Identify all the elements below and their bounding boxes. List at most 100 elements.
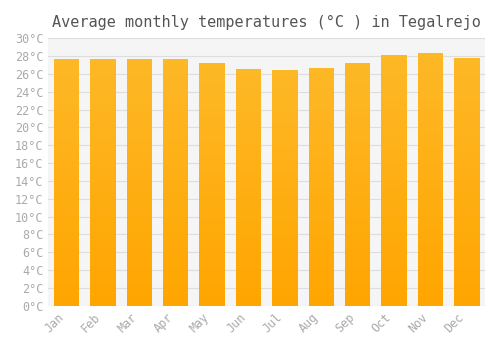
Bar: [454, 241, 479, 246]
Bar: [163, 261, 188, 266]
Bar: [345, 155, 370, 160]
Bar: [382, 246, 407, 251]
Bar: [345, 165, 370, 170]
Bar: [236, 244, 261, 249]
Bar: [54, 93, 80, 98]
Bar: [200, 88, 225, 92]
Bar: [126, 212, 152, 217]
Bar: [90, 197, 116, 202]
Bar: [418, 53, 443, 58]
Bar: [272, 127, 297, 132]
Bar: [454, 83, 479, 88]
Bar: [272, 235, 297, 240]
Bar: [163, 197, 188, 202]
Bar: [200, 165, 225, 170]
Bar: [200, 112, 225, 117]
Bar: [163, 257, 188, 261]
Bar: [54, 64, 80, 69]
Bar: [272, 212, 297, 216]
Bar: [418, 256, 443, 260]
Bar: [418, 180, 443, 184]
Bar: [200, 281, 225, 286]
Bar: [382, 100, 407, 105]
Bar: [418, 271, 443, 275]
Bar: [308, 158, 334, 163]
Bar: [200, 233, 225, 238]
Bar: [163, 88, 188, 93]
Bar: [126, 59, 152, 64]
Bar: [454, 92, 479, 97]
Bar: [54, 167, 80, 172]
Bar: [382, 211, 407, 216]
Bar: [345, 92, 370, 97]
Bar: [345, 160, 370, 165]
Bar: [90, 192, 116, 197]
Bar: [54, 148, 80, 153]
Bar: [308, 273, 334, 277]
Bar: [345, 194, 370, 199]
Bar: [126, 162, 152, 167]
Bar: [90, 78, 116, 83]
Bar: [54, 172, 80, 177]
Bar: [236, 193, 261, 197]
Bar: [163, 138, 188, 143]
Bar: [454, 177, 479, 182]
Bar: [126, 301, 152, 306]
Bar: [382, 55, 407, 60]
Bar: [236, 230, 261, 235]
Bar: [272, 296, 297, 301]
Bar: [418, 215, 443, 220]
Bar: [200, 296, 225, 301]
Bar: [272, 301, 297, 306]
Bar: [308, 301, 334, 306]
Bar: [382, 90, 407, 95]
Bar: [272, 108, 297, 113]
Bar: [272, 70, 297, 75]
Bar: [454, 182, 479, 187]
Bar: [236, 206, 261, 211]
Bar: [345, 214, 370, 218]
Bar: [308, 253, 334, 258]
Bar: [382, 256, 407, 261]
Bar: [126, 192, 152, 197]
Bar: [200, 180, 225, 184]
Bar: [418, 296, 443, 301]
Bar: [308, 287, 334, 292]
Bar: [418, 154, 443, 159]
Bar: [272, 230, 297, 235]
Bar: [418, 63, 443, 69]
Bar: [382, 231, 407, 236]
Bar: [382, 181, 407, 186]
Bar: [163, 98, 188, 103]
Bar: [200, 189, 225, 194]
Bar: [345, 146, 370, 150]
Bar: [90, 88, 116, 93]
Bar: [126, 103, 152, 108]
Bar: [163, 182, 188, 187]
Bar: [126, 266, 152, 271]
Bar: [418, 114, 443, 119]
Bar: [382, 160, 407, 166]
Bar: [418, 260, 443, 265]
Bar: [345, 233, 370, 238]
Bar: [418, 275, 443, 281]
Bar: [126, 143, 152, 148]
Bar: [126, 286, 152, 291]
Bar: [236, 278, 261, 282]
Bar: [236, 154, 261, 159]
Bar: [163, 103, 188, 108]
Bar: [272, 75, 297, 80]
Bar: [163, 158, 188, 162]
Bar: [126, 276, 152, 281]
Bar: [90, 222, 116, 227]
Bar: [126, 123, 152, 128]
Bar: [90, 162, 116, 167]
Bar: [382, 110, 407, 115]
Bar: [272, 150, 297, 155]
Bar: [382, 301, 407, 306]
Bar: [200, 78, 225, 83]
Bar: [345, 117, 370, 121]
Bar: [308, 72, 334, 77]
Bar: [454, 88, 479, 92]
Bar: [308, 120, 334, 125]
